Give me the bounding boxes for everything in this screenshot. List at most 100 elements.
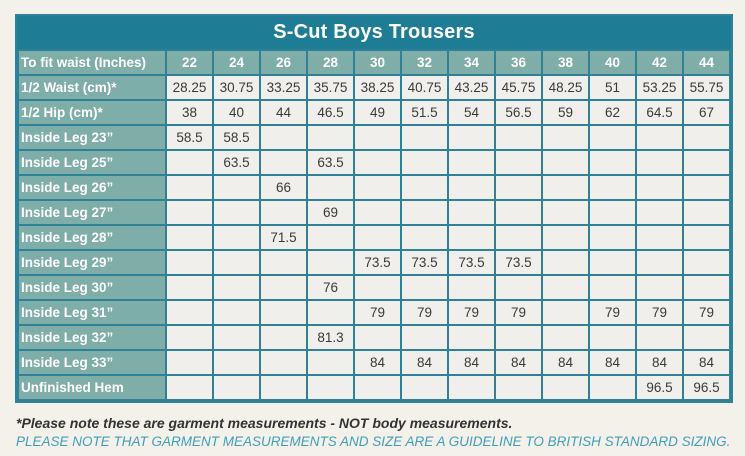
table-row: Inside Leg 33” 84 84 84 84 84 84 84 84 bbox=[17, 349, 731, 376]
value-cell bbox=[165, 349, 214, 376]
value-cell bbox=[306, 374, 355, 401]
value-cell: 81.3 bbox=[306, 324, 355, 351]
value-cell bbox=[400, 149, 449, 176]
value-cell bbox=[306, 249, 355, 276]
size-cell: 42 bbox=[635, 49, 684, 76]
footnote-british-standard-sizing: PLEASE NOTE THAT GARMENT MEASUREMENTS AN… bbox=[16, 434, 731, 449]
value-cell bbox=[635, 199, 684, 226]
value-cell: 44 bbox=[259, 99, 308, 126]
value-cell: 84 bbox=[400, 349, 449, 376]
value-cell: 45.75 bbox=[494, 74, 543, 101]
value-cell bbox=[635, 124, 684, 151]
value-cell bbox=[165, 374, 214, 401]
value-cell bbox=[165, 249, 214, 276]
value-cell: 38 bbox=[165, 99, 214, 126]
value-cell bbox=[682, 274, 731, 301]
value-cell bbox=[259, 299, 308, 326]
value-cell bbox=[494, 374, 543, 401]
header-label-cell: To fit waist (Inches) bbox=[17, 49, 167, 76]
value-cell: 73.5 bbox=[353, 249, 402, 276]
value-cell: 79 bbox=[494, 299, 543, 326]
value-cell: 73.5 bbox=[447, 249, 496, 276]
value-cell: 79 bbox=[682, 299, 731, 326]
value-cell: 56.5 bbox=[494, 99, 543, 126]
row-label-cell: Inside Leg 31” bbox=[17, 299, 167, 326]
value-cell bbox=[447, 199, 496, 226]
value-cell: 79 bbox=[588, 299, 637, 326]
row-label-cell: Inside Leg 32” bbox=[17, 324, 167, 351]
value-cell bbox=[682, 149, 731, 176]
value-cell bbox=[212, 349, 261, 376]
size-chart-table: To fit waist (Inches) 22 24 26 28 30 32 34 36 38 4… bbox=[17, 49, 731, 401]
value-cell bbox=[306, 124, 355, 151]
value-cell bbox=[682, 249, 731, 276]
table-row: Inside Leg 32” 81.3 bbox=[17, 324, 731, 351]
size-cell: 24 bbox=[212, 49, 261, 76]
value-cell bbox=[635, 274, 684, 301]
value-cell: 33.25 bbox=[259, 74, 308, 101]
value-cell: 59 bbox=[541, 99, 590, 126]
value-cell: 84 bbox=[588, 349, 637, 376]
value-cell bbox=[682, 224, 731, 251]
value-cell bbox=[212, 174, 261, 201]
value-cell bbox=[259, 249, 308, 276]
value-cell bbox=[165, 199, 214, 226]
value-cell bbox=[541, 299, 590, 326]
value-cell bbox=[494, 274, 543, 301]
value-cell bbox=[212, 299, 261, 326]
size-cell: 32 bbox=[400, 49, 449, 76]
size-cell: 38 bbox=[541, 49, 590, 76]
value-cell bbox=[353, 149, 402, 176]
row-label-cell: Inside Leg 28” bbox=[17, 224, 167, 251]
value-cell: 84 bbox=[541, 349, 590, 376]
value-cell bbox=[353, 124, 402, 151]
value-cell bbox=[306, 224, 355, 251]
size-cell: 26 bbox=[259, 49, 308, 76]
value-cell bbox=[447, 374, 496, 401]
table-row: Inside Leg 23” 58.5 58.5 bbox=[17, 124, 731, 151]
value-cell bbox=[306, 174, 355, 201]
value-cell: 79 bbox=[447, 299, 496, 326]
value-cell bbox=[353, 324, 402, 351]
value-cell bbox=[494, 149, 543, 176]
value-cell: 49 bbox=[353, 99, 402, 126]
row-label-cell: Inside Leg 27” bbox=[17, 199, 167, 226]
value-cell bbox=[588, 174, 637, 201]
value-cell: 69 bbox=[306, 199, 355, 226]
value-cell bbox=[588, 149, 637, 176]
value-cell: 51 bbox=[588, 74, 637, 101]
value-cell bbox=[212, 199, 261, 226]
value-cell bbox=[165, 224, 214, 251]
size-cell: 28 bbox=[306, 49, 355, 76]
value-cell bbox=[353, 374, 402, 401]
value-cell: 84 bbox=[682, 349, 731, 376]
value-cell: 46.5 bbox=[306, 99, 355, 126]
row-label-cell: Inside Leg 23” bbox=[17, 124, 167, 151]
value-cell: 76 bbox=[306, 274, 355, 301]
value-cell bbox=[259, 124, 308, 151]
value-cell: 67 bbox=[682, 99, 731, 126]
value-cell bbox=[306, 299, 355, 326]
value-cell bbox=[494, 199, 543, 226]
value-cell: 51.5 bbox=[400, 99, 449, 126]
value-cell bbox=[635, 249, 684, 276]
value-cell: 35.75 bbox=[306, 74, 355, 101]
value-cell: 73.5 bbox=[494, 249, 543, 276]
row-label-cell: Inside Leg 30” bbox=[17, 274, 167, 301]
value-cell: 63.5 bbox=[306, 149, 355, 176]
value-cell: 84 bbox=[447, 349, 496, 376]
value-cell: 71.5 bbox=[259, 224, 308, 251]
value-cell: 48.25 bbox=[541, 74, 590, 101]
value-cell bbox=[447, 149, 496, 176]
table-row: Inside Leg 26” 66 bbox=[17, 174, 731, 201]
table-row: Inside Leg 25” 63.5 63.5 bbox=[17, 149, 731, 176]
value-cell bbox=[212, 224, 261, 251]
value-cell: 66 bbox=[259, 174, 308, 201]
value-cell bbox=[165, 299, 214, 326]
value-cell bbox=[541, 124, 590, 151]
value-cell bbox=[588, 249, 637, 276]
value-cell: 53.25 bbox=[635, 74, 684, 101]
value-cell bbox=[541, 149, 590, 176]
size-cell: 40 bbox=[588, 49, 637, 76]
